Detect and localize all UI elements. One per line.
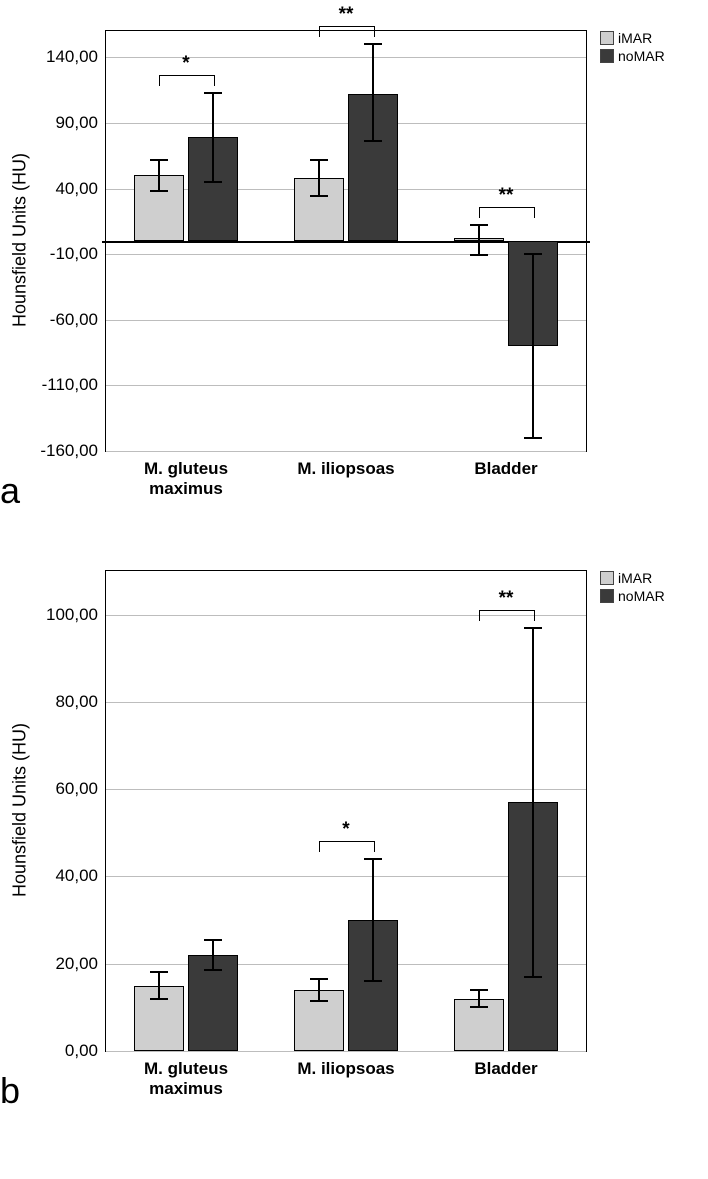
error-bar (318, 979, 320, 1001)
error-cap (204, 181, 222, 183)
error-cap (150, 190, 168, 192)
ytick-label: -10,00 (50, 244, 98, 264)
ytick-label: 60,00 (55, 779, 98, 799)
ytick-label: 20,00 (55, 954, 98, 974)
category-label: M. gluteusmaximus (106, 1059, 266, 1099)
error-bar (478, 225, 480, 255)
legend-item: iMAR (600, 30, 665, 46)
error-cap (150, 159, 168, 161)
ytick-label: 140,00 (46, 47, 98, 67)
significance-bracket (479, 207, 535, 218)
error-bar (372, 859, 374, 981)
ytick-label: 80,00 (55, 692, 98, 712)
significance-bracket (319, 841, 375, 852)
ytick-label: -160,00 (40, 441, 98, 461)
y-axis-label-b: Hounsfield Units (HU) (10, 723, 31, 897)
error-cap (524, 976, 542, 978)
ytick-label: 40,00 (55, 866, 98, 886)
legend-b: iMAR noMAR (600, 570, 665, 606)
gridline (106, 789, 586, 790)
gridline (106, 451, 586, 452)
plot-area-b: 0,0020,0040,0060,0080,00100,00M. gluteus… (105, 570, 587, 1052)
error-cap (150, 998, 168, 1000)
error-cap (364, 980, 382, 982)
legend-item: iMAR (600, 570, 665, 586)
category-label: M. iliopsoas (266, 459, 426, 479)
error-cap (470, 1006, 488, 1008)
error-cap (150, 971, 168, 973)
figure-container: -160,00 -110,00 -60,00 -10,00 40,00 90,00 140,… (0, 0, 708, 1140)
category-label: Bladder (426, 1059, 586, 1079)
error-bar (532, 628, 534, 977)
error-cap (310, 978, 328, 980)
error-bar (158, 160, 160, 192)
panel-b: 0,00 20,00 40,00 60,00 80,00 100,00 M. gluteus… (0, 540, 708, 1140)
error-cap (310, 159, 328, 161)
legend-item: noMAR (600, 48, 665, 64)
gridline (106, 57, 586, 58)
error-cap (204, 939, 222, 941)
error-bar (158, 972, 160, 998)
significance-label: ** (499, 588, 514, 610)
panel-letter-a: a (0, 470, 20, 512)
error-cap (364, 140, 382, 142)
significance-label: * (182, 53, 189, 75)
ytick-label: 90,00 (55, 113, 98, 133)
legend-label: iMAR (618, 30, 652, 46)
error-cap (310, 1000, 328, 1002)
plot-area-a: -160,00-110,00-60,00-10,0040,0090,00140,… (105, 30, 587, 452)
legend-swatch (600, 571, 614, 585)
error-cap (524, 437, 542, 439)
error-bar (372, 44, 374, 141)
legend-swatch (600, 49, 614, 63)
error-cap (204, 92, 222, 94)
error-cap (310, 195, 328, 197)
error-cap (524, 253, 542, 255)
ytick-label: 100,00 (46, 605, 98, 625)
significance-label: ** (339, 4, 354, 26)
error-cap (364, 43, 382, 45)
error-bar (212, 93, 214, 182)
significance-label: ** (499, 185, 514, 207)
ytick-label: 40,00 (55, 179, 98, 199)
error-bar (318, 160, 320, 197)
legend-label: noMAR (618, 588, 665, 604)
significance-bracket (319, 26, 375, 37)
error-cap (470, 224, 488, 226)
legend-label: iMAR (618, 570, 652, 586)
category-label: Bladder (426, 459, 586, 479)
ytick-label: -60,00 (50, 310, 98, 330)
category-label: M. gluteusmaximus (106, 459, 266, 499)
error-bar (212, 940, 214, 971)
panel-a: -160,00 -110,00 -60,00 -10,00 40,00 90,00 140,… (0, 0, 708, 540)
error-cap (364, 858, 382, 860)
y-axis-label-a: Hounsfield Units (HU) (10, 153, 31, 327)
error-cap (524, 627, 542, 629)
gridline (106, 1051, 586, 1052)
legend-swatch (600, 31, 614, 45)
gridline (106, 702, 586, 703)
category-label: M. iliopsoas (266, 1059, 426, 1079)
significance-bracket (159, 75, 215, 86)
gridline (106, 385, 586, 386)
error-cap (204, 969, 222, 971)
legend-item: noMAR (600, 588, 665, 604)
error-cap (470, 989, 488, 991)
legend-swatch (600, 589, 614, 603)
legend-a: iMAR noMAR (600, 30, 665, 66)
panel-letter-b: b (0, 1070, 20, 1112)
error-bar (478, 990, 480, 1007)
legend-label: noMAR (618, 48, 665, 64)
significance-bracket (479, 610, 535, 621)
error-cap (470, 254, 488, 256)
significance-label: * (342, 819, 349, 841)
error-bar (532, 254, 534, 438)
gridline (106, 123, 586, 124)
ytick-label: 0,00 (65, 1041, 98, 1061)
ytick-label: -110,00 (42, 375, 98, 395)
